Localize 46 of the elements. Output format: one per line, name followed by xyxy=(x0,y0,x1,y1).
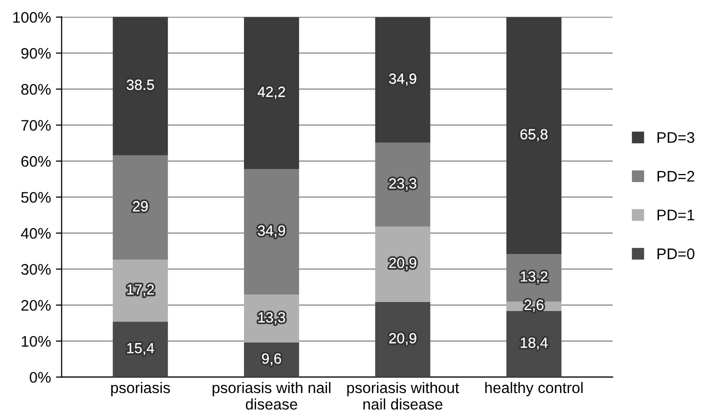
data-label: 34,9 xyxy=(258,225,286,238)
bar xyxy=(506,17,562,254)
y-tick-label: 70% xyxy=(21,120,51,131)
y-tick-label: 0% xyxy=(30,372,51,383)
bar xyxy=(375,142,430,227)
legend-label: PD=3 xyxy=(658,132,694,143)
bar xyxy=(244,169,300,295)
y-tick-label: 80% xyxy=(21,84,51,95)
data-label: 2,6 xyxy=(524,300,544,312)
bar xyxy=(375,17,430,143)
y-tick-label: 60% xyxy=(21,156,51,167)
data-label: 29 xyxy=(132,201,148,212)
bar xyxy=(112,16,168,156)
y-tick-label: 50% xyxy=(21,192,51,203)
data-label: 34,9 xyxy=(389,74,416,86)
data-label: 20,9 xyxy=(389,258,416,270)
bar xyxy=(375,302,430,378)
y-tick-label: 90% xyxy=(21,48,51,59)
data-label: 9,6 xyxy=(262,353,282,366)
y-tick-label: 30% xyxy=(21,264,51,275)
data-label: 17,2 xyxy=(127,284,154,296)
legend-label: PD=2 xyxy=(658,170,694,182)
bar xyxy=(112,260,168,322)
data-label: 65,8 xyxy=(520,129,548,142)
x-tick-label: psoriasis without nail disease xyxy=(347,382,460,410)
bar xyxy=(506,310,562,378)
y-tick-label: 20% xyxy=(21,300,51,311)
data-label: 13,2 xyxy=(520,271,548,284)
y-tick-label: 40% xyxy=(20,228,51,239)
y-tick-label: 10% xyxy=(22,336,51,347)
data-label: 38.5 xyxy=(126,80,154,90)
data-label: 20,9 xyxy=(389,333,416,346)
data-label: 23,3 xyxy=(389,178,416,190)
x-tick-label: psoriasis with nail disease xyxy=(212,382,330,410)
bar xyxy=(112,155,168,260)
bar xyxy=(375,226,430,302)
data-label: 18,4 xyxy=(520,338,548,350)
data-label: 13,3 xyxy=(258,312,286,324)
x-tick-label: psoriasis xyxy=(111,382,170,396)
bar xyxy=(244,17,300,170)
legend-label: PD=0 xyxy=(658,248,694,260)
data-label: 42,2 xyxy=(258,86,285,99)
data-label: 15,4 xyxy=(127,343,154,356)
legend-label: PD=1 xyxy=(658,210,694,220)
x-tick-label: healthy control xyxy=(485,382,583,396)
y-tick-label: 100% xyxy=(13,12,51,23)
